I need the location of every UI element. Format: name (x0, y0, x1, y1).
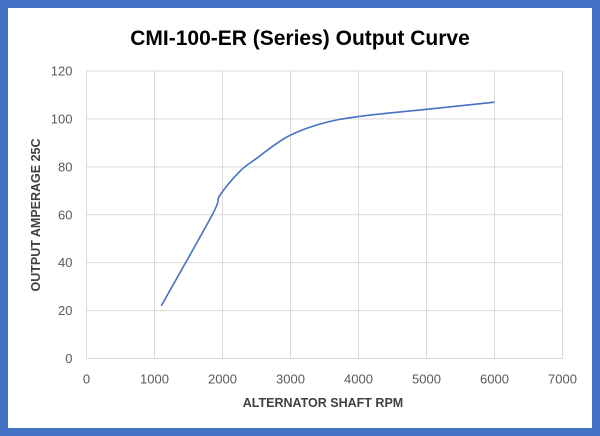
x-tick-label: 5000 (412, 372, 441, 387)
y-tick-label: 120 (51, 64, 73, 79)
gridlines (86, 70, 563, 359)
x-tick-label: 6000 (480, 372, 509, 387)
y-tick-label: 40 (58, 255, 72, 270)
y-tick-label: 80 (58, 159, 72, 174)
y-tick-label: 60 (58, 207, 72, 222)
y-axis-label: OUTPUT AMPERAGE 25C (29, 138, 43, 291)
tick-labels: 0 20 40 60 80 100 120 0 1000 2000 3000 4000 5000 6000… (51, 64, 577, 387)
x-tick-label: 0 (83, 372, 90, 387)
series-line-output (160, 101, 495, 307)
x-tick-label: 4000 (344, 372, 373, 387)
y-tick-label: 100 (51, 111, 73, 126)
x-tick-label: 1000 (140, 372, 169, 387)
x-tick-label: 2000 (208, 372, 237, 387)
y-tick-label: 0 (65, 351, 72, 366)
y-tick-label: 20 (58, 303, 72, 318)
x-axis-label: ALTERNATOR SHAFT RPM (243, 396, 403, 410)
x-tick-label: 3000 (276, 372, 305, 387)
chart-title: CMI-100-ER (Series) Output Curve (130, 27, 470, 50)
x-tick-label: 7000 (548, 372, 577, 387)
